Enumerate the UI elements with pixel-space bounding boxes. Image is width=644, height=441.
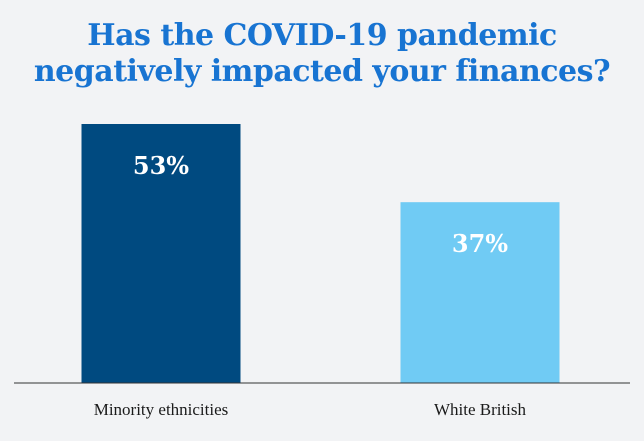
category-label-1: Minority ethnicities [94, 400, 229, 419]
chart-title-line-2: negatively impacted your finances? [33, 54, 611, 89]
bar-value-label-2: 37% [452, 229, 508, 258]
chart-title: Has the COVID-19 pandemic negatively imp… [0, 18, 644, 90]
bar-value-label-1: 53% [133, 151, 189, 180]
bar-1 [81, 124, 241, 383]
bar-2 [400, 202, 560, 383]
category-label-2: White British [434, 400, 527, 419]
chart-title-line-1: Has the COVID-19 pandemic [87, 18, 557, 53]
